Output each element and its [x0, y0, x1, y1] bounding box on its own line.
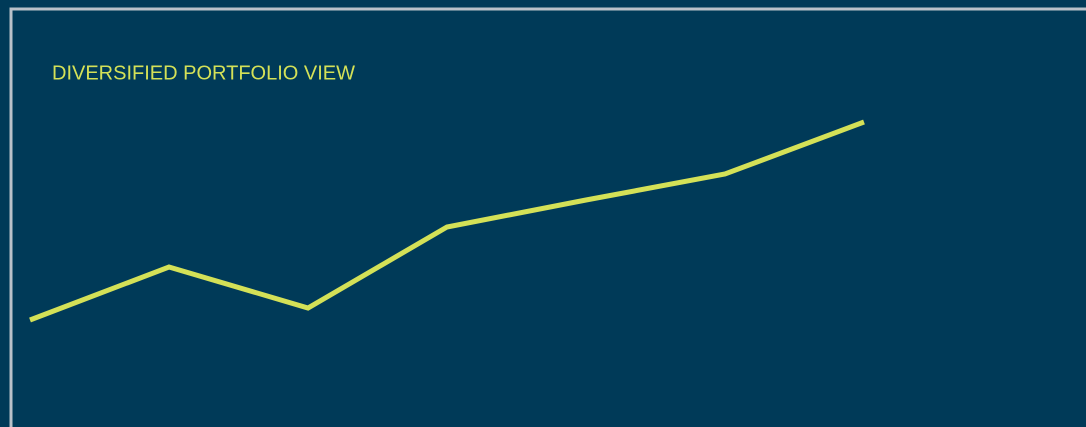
- chart-title: DIVERSIFIED PORTFOLIO VIEW: [52, 62, 355, 84]
- panel-border: [9, 7, 1086, 427]
- data-line: [29, 119, 865, 323]
